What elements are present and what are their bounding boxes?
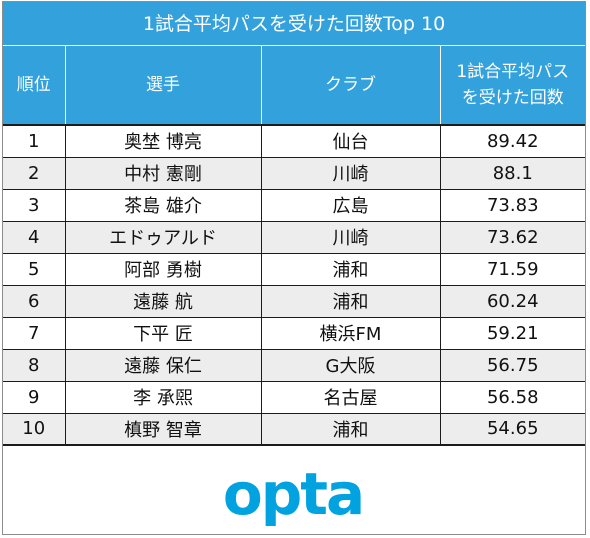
table-row: 1 奥埜 博亮 仙台 89.42 [3, 125, 585, 158]
cell-player: 遠藤 航 [64, 285, 261, 318]
cell-rank: 9 [3, 381, 65, 414]
column-header-rank: 順位 [3, 46, 65, 126]
column-header-player: 選手 [64, 46, 261, 126]
cell-club: G大阪 [260, 349, 440, 382]
cell-rank: 8 [3, 349, 65, 382]
table-row: 4 エドゥアルド 川崎 73.62 [3, 221, 585, 254]
table-row: 3 茶島 雄介 広島 73.83 [3, 189, 585, 222]
cell-rank: 4 [3, 221, 65, 254]
cell-value: 54.65 [439, 413, 585, 446]
cell-value: 89.42 [439, 125, 585, 158]
cell-club: 仙台 [260, 125, 440, 158]
table-row: 6 遠藤 航浦和 60.24 [3, 285, 585, 318]
cell-club: 浦和 [260, 285, 440, 318]
cell-rank: 1 [3, 125, 65, 158]
cell-player: 下平 匠 [64, 317, 261, 350]
cell-club: 川崎 [260, 221, 440, 254]
cell-club: 広島 [260, 189, 440, 222]
cell-club: 川崎 [260, 157, 440, 190]
cell-rank: 10 [3, 413, 65, 446]
cell-rank: 7 [3, 317, 65, 350]
cell-club: 横浜FM [260, 317, 440, 350]
cell-value: 71.59 [439, 253, 585, 286]
cell-player: 槙野 智章 [64, 413, 261, 446]
cell-value: 73.83 [439, 189, 585, 222]
opta-logo-text: opta [223, 464, 363, 526]
ranking-table: 順位 選手 クラブ 1試合平均パス を受けた回数 1 奥埜 博亮 仙台 89.42 2 中… [3, 46, 585, 446]
cell-club: 浦和 [260, 253, 440, 286]
cell-value: 56.58 [439, 381, 585, 414]
column-header-club: クラブ [260, 46, 440, 126]
column-header-value: 1試合平均パス を受けた回数 [439, 46, 585, 126]
cell-player: 李 承煕 [64, 381, 261, 414]
cell-value: 59.21 [439, 317, 585, 350]
table-row: 8 遠藤 保仁 G大阪 56.75 [3, 349, 585, 382]
table-row: 5 阿部 勇樹 浦和 71.59 [3, 253, 585, 286]
cell-value: 60.24 [439, 285, 585, 318]
cell-rank: 6 [3, 285, 65, 318]
cell-value: 56.75 [439, 349, 585, 382]
cell-player: エドゥアルド [64, 221, 261, 254]
cell-rank: 3 [3, 189, 65, 222]
cell-rank: 2 [3, 157, 65, 190]
cell-club: 浦和 [260, 413, 440, 446]
table-row: 10 槙野 智章 浦和 54.65 [3, 413, 585, 446]
column-header-value-line1: 1試合平均パス [456, 62, 570, 82]
opta-logo: opta [223, 464, 365, 526]
table-row: 2 中村 憲剛 川崎 88.1 [3, 157, 585, 190]
cell-club: 名古屋 [260, 381, 440, 414]
cell-player: 遠藤 保仁 [64, 349, 261, 382]
table-body: 1 奥埜 博亮 仙台 89.42 2 中村 憲剛 川崎 88.1 3 茶島 雄介 広島 73.83 4 エ… [3, 125, 585, 446]
cell-player: 茶島 雄介 [64, 189, 261, 222]
cell-player: 阿部 勇樹 [64, 253, 261, 286]
cell-player: 奥埜 博亮 [64, 125, 261, 158]
table-header-row: 順位 選手 クラブ 1試合平均パス を受けた回数 [3, 46, 585, 126]
cell-rank: 5 [3, 253, 65, 286]
table-title: 1試合平均パスを受けた回数Top 10 [3, 2, 585, 46]
cell-value: 73.62 [439, 221, 585, 254]
table-row: 7 下平 匠横浜FM 59.21 [3, 317, 585, 350]
cell-player: 中村 憲剛 [64, 157, 261, 190]
column-header-value-line2: を受けた回数 [461, 88, 564, 108]
cell-value: 88.1 [439, 157, 585, 190]
